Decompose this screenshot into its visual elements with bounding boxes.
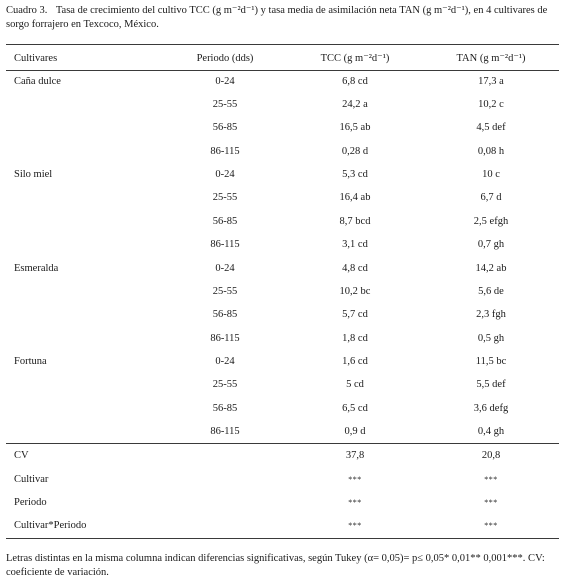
cell-periodo: 0-24	[215, 76, 235, 87]
stat-tcc: ***	[348, 475, 362, 484]
table-footnote: Letras distintas en la misma columna ind…	[6, 553, 545, 578]
cell-tcc: 6,5 cd	[342, 403, 368, 414]
cell-tcc: 0,28 d	[341, 146, 369, 157]
stat-label: Periodo	[14, 497, 47, 508]
cell-tan: 0,4 gh	[477, 426, 505, 437]
cell-tcc: 5 cd	[346, 379, 364, 390]
cell-periodo: 25-55	[212, 192, 238, 203]
cell-tan: 5,6 de	[478, 286, 504, 297]
cell-tcc: 24,2 a	[342, 99, 368, 110]
cell-tcc: 5,3 cd	[342, 169, 368, 180]
cell-tcc: 0,9 d	[344, 426, 366, 437]
caption-text: Tasa de crecimiento del cultivo TCC (g m…	[6, 5, 548, 30]
cell-tan: 4,5 def	[476, 122, 506, 133]
cell-periodo: 86-115	[210, 426, 240, 437]
cell-tan: 10 c	[482, 169, 500, 180]
cell-periodo: 86-115	[210, 333, 240, 344]
cell-periodo: 25-55	[212, 379, 238, 390]
cell-tcc: 5,7 cd	[342, 309, 368, 320]
cell-cultivar: Caña dulce	[14, 76, 61, 87]
cell-cultivar: Silo miel	[14, 169, 53, 180]
cell-tcc: 1,6 cd	[342, 356, 368, 367]
cell-tcc: 3,1 cd	[342, 239, 368, 250]
cell-periodo: 86-115	[210, 146, 240, 157]
cell-tcc: 10,2 bc	[339, 286, 371, 297]
cell-periodo: 56-85	[212, 216, 238, 227]
cell-periodo: 25-55	[212, 286, 238, 297]
stat-tcc: 37,8	[345, 450, 365, 461]
cell-periodo: 0-24	[215, 263, 235, 274]
cell-tan: 5,5 def	[476, 379, 506, 390]
cell-tan: 11,5 bc	[475, 356, 507, 367]
header-cultivares: Cultivares	[14, 53, 58, 64]
header-rule	[6, 70, 559, 71]
cell-periodo: 0-24	[215, 356, 235, 367]
cell-periodo: 86-115	[210, 239, 240, 250]
stat-tcc: ***	[348, 498, 362, 507]
stat-label: Cultivar*Periodo	[14, 520, 87, 531]
cell-tcc: 6,8 cd	[342, 76, 368, 87]
header-tcc: TCC (g m⁻²d⁻¹)	[320, 53, 390, 64]
cell-tan: 17,3 a	[478, 76, 504, 87]
cell-tan: 0,7 gh	[477, 239, 505, 250]
stat-label: Cultivar	[14, 474, 49, 485]
cell-periodo: 56-85	[212, 309, 238, 320]
cell-periodo: 25-55	[212, 99, 238, 110]
top-rule	[6, 44, 559, 45]
header-periodo: Periodo (dds)	[196, 53, 254, 64]
stat-label: CV	[14, 450, 29, 461]
cell-tan: 6,7 d	[480, 192, 502, 203]
cell-tan: 14,2 ab	[475, 263, 507, 274]
stat-tan: ***	[484, 521, 498, 530]
cell-tan: 2,3 fgh	[476, 309, 506, 320]
bottom-rule	[6, 538, 559, 539]
cell-periodo: 0-24	[215, 169, 235, 180]
cell-periodo: 56-85	[212, 403, 238, 414]
cell-tcc: 1,8 cd	[342, 333, 368, 344]
cell-tcc: 4,8 cd	[342, 263, 368, 274]
cell-tan: 10,2 c	[478, 99, 504, 110]
cell-cultivar: Fortuna	[14, 356, 47, 367]
stats-rule	[6, 443, 559, 444]
table-caption: Cuadro 3. Tasa de crecimiento del cultiv…	[6, 4, 562, 32]
cell-tcc: 16,5 ab	[339, 122, 371, 133]
cell-tcc: 16,4 ab	[339, 192, 371, 203]
stat-tan: ***	[484, 498, 498, 507]
cell-tan: 0,08 h	[477, 146, 505, 157]
cell-tan: 3,6 defg	[473, 403, 509, 414]
header-tan: TAN (g m⁻²d⁻¹)	[456, 53, 526, 64]
cell-periodo: 56-85	[212, 122, 238, 133]
cell-tan: 2,5 efgh	[473, 216, 509, 227]
cell-cultivar: Esmeralda	[14, 263, 59, 274]
stat-tan: ***	[484, 475, 498, 484]
cell-tan: 0,5 gh	[477, 333, 505, 344]
cell-tcc: 8,7 bcd	[339, 216, 371, 227]
caption-label: Cuadro 3.	[6, 5, 48, 16]
stat-tan: 20,8	[481, 450, 501, 461]
stat-tcc: ***	[348, 521, 362, 530]
